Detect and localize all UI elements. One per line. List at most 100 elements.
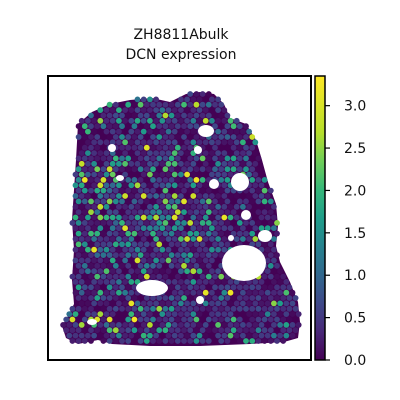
expression-spot [289, 289, 296, 296]
expression-spot [109, 107, 116, 113]
expression-spot [162, 316, 169, 323]
expression-spot [178, 214, 184, 221]
expression-spot [218, 155, 225, 162]
expression-spot [165, 117, 172, 124]
chart-title-line-1: ZH8811Abulk [133, 27, 229, 43]
expression-spot [150, 262, 156, 269]
expression-spot [233, 214, 240, 221]
expression-spot [165, 214, 172, 221]
expression-spot [109, 279, 116, 285]
expression-spot [233, 300, 240, 307]
expression-spot [233, 150, 240, 157]
expression-spot [209, 311, 215, 317]
expression-spot [153, 182, 160, 189]
expression-spot [255, 220, 262, 226]
expression-spot [150, 112, 156, 119]
expression-spot [109, 117, 116, 124]
expression-spot [243, 230, 249, 237]
expression-spot [215, 160, 222, 167]
expression-spot [233, 128, 240, 135]
expression-spot [280, 305, 287, 312]
expression-spot [116, 193, 122, 199]
expression-spot [243, 123, 249, 130]
expression-spot [224, 198, 231, 205]
expression-spot [128, 107, 135, 113]
expression-spot [252, 289, 259, 296]
expression-spot [174, 273, 181, 280]
expression-spot [156, 273, 163, 280]
expression-spot [193, 338, 200, 344]
expression-spot [97, 193, 104, 199]
expression-spot [116, 322, 122, 328]
expression-spot [109, 246, 116, 253]
expression-spot [106, 155, 113, 162]
expression-spot [125, 262, 132, 269]
expression-spot [122, 236, 128, 242]
expression-spot [224, 230, 231, 237]
expression-spot [249, 241, 256, 248]
expression-spot [94, 262, 101, 269]
expression-spot [150, 230, 156, 237]
expression-spot [174, 338, 181, 344]
expression-spot [150, 187, 156, 194]
expression-spot [174, 316, 181, 323]
expression-spot [295, 311, 302, 317]
expression-spot [202, 279, 209, 285]
expression-spot [224, 220, 231, 226]
expression-spot [116, 139, 122, 146]
expression-spot [199, 284, 206, 291]
expression-spot [174, 262, 181, 269]
expression-spot [106, 134, 113, 140]
expression-spot [94, 155, 101, 162]
expression-spot [212, 273, 218, 280]
expression-spot [85, 311, 91, 317]
expression-spot [227, 171, 234, 178]
expression-spot [246, 139, 253, 146]
expression-spot [88, 177, 94, 183]
expression-spot [190, 203, 197, 210]
expression-spot [255, 177, 262, 183]
expression-spot [196, 246, 203, 253]
expression-spot [140, 117, 147, 124]
expression-spot [246, 236, 253, 242]
expression-spot [271, 279, 277, 285]
expression-spot [116, 160, 122, 167]
expression-spot [181, 220, 187, 226]
expression-spot [271, 322, 277, 328]
expression-spot [202, 322, 209, 328]
expression-spot [81, 252, 88, 258]
expression-spot [103, 160, 110, 167]
expression-spot [85, 128, 91, 135]
expression-spot [218, 220, 225, 226]
expression-spot [236, 295, 243, 301]
expression-spot [72, 279, 79, 285]
expression-spot [75, 262, 82, 269]
expression-spot [221, 246, 228, 253]
expression-spot [205, 305, 212, 312]
expression-spot [267, 273, 274, 280]
expression-spot [75, 220, 82, 226]
tissue-hole [258, 230, 272, 242]
expression-spot [252, 322, 259, 328]
expression-spot [134, 225, 141, 232]
expression-spot [212, 198, 218, 205]
expression-spot [230, 155, 237, 162]
expression-spot [162, 166, 169, 173]
expression-spot [168, 123, 175, 130]
expression-spot [280, 316, 287, 323]
expression-spot [215, 150, 222, 157]
expression-spot [122, 107, 128, 113]
expression-spot [255, 338, 262, 344]
expression-spot [209, 139, 215, 146]
expression-spot [128, 117, 135, 124]
expression-spot [150, 252, 156, 258]
expression-spot [91, 203, 97, 210]
expression-spot [159, 182, 166, 189]
expression-spot [196, 225, 203, 232]
expression-spot [236, 123, 243, 130]
expression-spot [187, 241, 194, 248]
expression-spot [264, 279, 271, 285]
expression-spot [236, 230, 243, 237]
expression-spot [97, 332, 104, 339]
expression-spot [212, 209, 218, 216]
